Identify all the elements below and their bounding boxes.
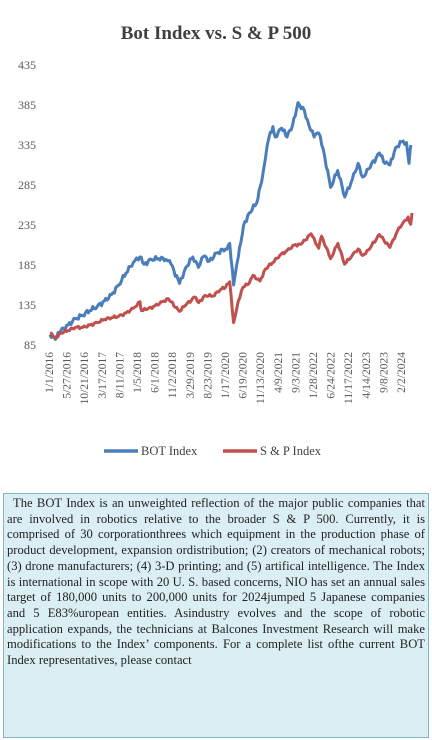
x-tick-label: 4/14/2023	[361, 352, 373, 399]
x-tick-label: 9/8/2023	[378, 352, 390, 393]
y-tick-label: 335	[18, 138, 36, 152]
x-tick-label: 4/9/2021	[273, 352, 285, 393]
x-tick-label: 3/29/2019	[185, 352, 197, 399]
x-tick-label: 8/23/2019	[202, 352, 214, 399]
series-lines	[48, 101, 414, 341]
x-tick-label: 1/28/2022	[308, 352, 320, 399]
x-tick-label: 8/11/2017	[114, 352, 126, 398]
y-tick-label: 435	[18, 58, 36, 72]
y-tick-label: 185	[18, 258, 36, 272]
y-tick-label: 85	[24, 338, 36, 352]
x-tick-label: 11/13/2020	[255, 352, 267, 404]
x-tick-label: 11/17/2022	[343, 352, 355, 404]
x-tick-label: 5/27/2016	[62, 352, 74, 399]
legend-label-sp: S & P Index	[260, 444, 322, 458]
y-tick-label: 385	[18, 98, 36, 112]
x-tick-label: 1/1/2016	[44, 352, 56, 393]
legend: BOT Index S & P Index	[104, 444, 322, 458]
x-tick-label: 11/2/2018	[167, 352, 179, 398]
y-tick-label: 135	[18, 298, 36, 312]
series-line-bot-index	[48, 101, 413, 341]
series-line-sp-index	[49, 212, 414, 340]
x-tick-label: 6/24/2022	[326, 352, 338, 399]
x-tick-label: 1/17/2020	[220, 352, 232, 399]
y-tick-label: 235	[18, 218, 36, 232]
x-tick-label: 1/5/2018	[132, 352, 144, 393]
x-tick-label: 6/19/2020	[238, 352, 250, 399]
chart-area: Bot Index vs. S & P 500 85 135 185 235 285 33…	[18, 23, 414, 458]
y-axis-ticks: 85 135 185 235 285 335 385 435	[18, 58, 36, 352]
description-box: The BOT Index is an unweighted reflectio…	[3, 493, 429, 738]
chart-title: Bot Index vs. S & P 500	[121, 23, 312, 44]
y-tick-label: 285	[18, 178, 36, 192]
line-chart: Bot Index vs. S & P 500 85 135 185 235 285 33…	[18, 23, 414, 458]
x-tick-label: 9/3/2021	[290, 352, 302, 393]
legend-label-bot: BOT Index	[141, 444, 198, 458]
x-tick-label: 3/17/2017	[97, 352, 109, 399]
x-tick-label: 2/2/2024	[396, 352, 408, 393]
x-tick-label: 10/21/2016	[79, 352, 91, 405]
x-axis-ticks: 1/1/2016 5/27/2016 10/21/2016 3/17/2017 8/11…	[44, 352, 408, 405]
description-text: The BOT Index is an unweighted reflectio…	[7, 496, 425, 668]
x-tick-label: 6/1/2018	[150, 352, 162, 393]
